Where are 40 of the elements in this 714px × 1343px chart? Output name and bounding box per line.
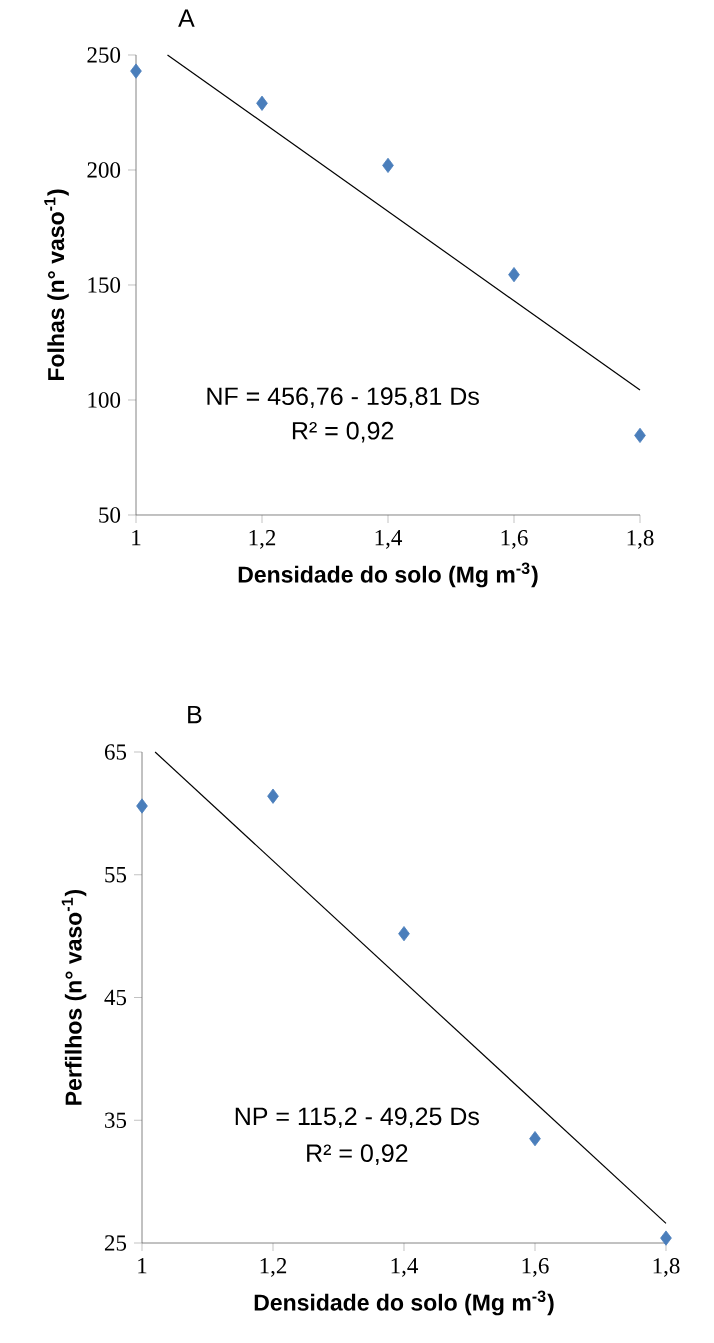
- y-tick-label: 50: [99, 507, 121, 523]
- annotation: R² = 0,92: [307, 1144, 408, 1165]
- x-tick-label: 1,2: [249, 530, 276, 549]
- y-tick-label: 55: [105, 867, 127, 883]
- y-tick-label: 25: [104, 1235, 127, 1251]
- x-axis-title: Densidade do solo (Mg m$^{-3}$): [254, 1290, 554, 1316]
- x-tick-label: 1: [132, 530, 141, 546]
- x-axis-title: Densidade do solo (Mg m$^{-3}$): [238, 562, 538, 588]
- x-tick-label: 1,6: [501, 530, 528, 549]
- annotation: NF = 456,76 - 195,81 Ds: [207, 387, 479, 408]
- y-tick-label: 35: [105, 1112, 127, 1128]
- y-tick-label: 100: [88, 392, 121, 408]
- x-tick-label: 1,2: [260, 1258, 287, 1277]
- point: [382, 157, 394, 173]
- y-axis-title: Perfilhos (n° vaso$^{-1}$): [61, 889, 87, 1105]
- x-tick-label: 1,8: [653, 1258, 680, 1277]
- x-tick-label: 1,6: [522, 1258, 549, 1277]
- chart-title: A: [178, 9, 195, 27]
- chart-title: B: [188, 705, 202, 724]
- y-tick-label: 200: [87, 162, 121, 178]
- point: [508, 267, 520, 283]
- point: [529, 1131, 541, 1147]
- x-tick-label: 1,4: [375, 530, 403, 549]
- y-axis-title: Folhas (n° vaso$^{-1}$): [44, 189, 69, 381]
- y-tick-label: 45: [104, 989, 127, 1006]
- point: [634, 427, 646, 444]
- annotation: R² = 0,92: [292, 421, 394, 443]
- point: [660, 1230, 672, 1246]
- point: [130, 63, 142, 79]
- y-tick-label: 150: [88, 277, 121, 293]
- point: [398, 926, 410, 942]
- point: [267, 788, 279, 804]
- point: [136, 798, 148, 814]
- x-tick-label: 1: [138, 1258, 147, 1274]
- annotation: NP = 115,2 - 49,25 Ds: [235, 1107, 479, 1129]
- x-tick-label: 1,8: [627, 530, 654, 549]
- point: [256, 95, 268, 111]
- y-tick-label: 250: [87, 47, 121, 63]
- x-tick-label: 1,4: [391, 1258, 419, 1277]
- y-tick-label: 65: [104, 744, 127, 760]
